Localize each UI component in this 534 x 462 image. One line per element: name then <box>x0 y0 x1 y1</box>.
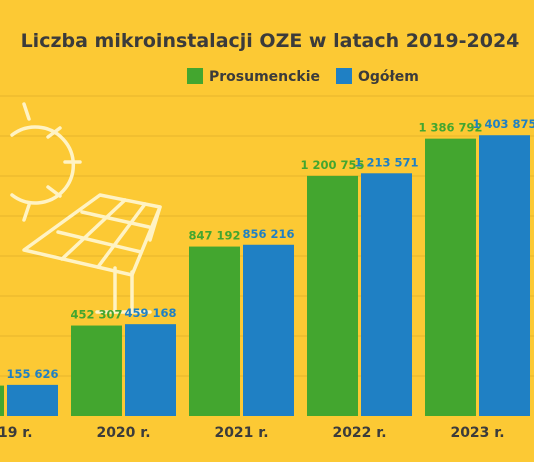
legend-swatch-prosumenckie <box>187 68 203 84</box>
bar-prosumenckie-3 <box>307 175 358 416</box>
bar-prosumenckie-1 <box>71 325 122 416</box>
x-tick-label-0: 2019 r. <box>0 425 33 441</box>
bars <box>0 135 530 416</box>
x-tick-label-2: 2021 r. <box>214 425 268 441</box>
legend-swatch-ogolem <box>336 68 352 84</box>
x-tick-label-3: 2022 r. <box>332 425 386 441</box>
x-axis-ticks: 2019 r. 2020 r. 2021 r. 2022 r. 2023 r. <box>0 425 505 441</box>
bar-prosumenckie-4 <box>425 138 476 416</box>
legend: Prosumenckie Ogółem <box>187 68 419 85</box>
data-label-prosumenckie-4: 1 386 792 <box>418 121 482 135</box>
bar-prosumenckie-0 <box>0 385 4 416</box>
data-label-ogolem-0: 155 626 <box>6 367 58 381</box>
sun-icon <box>10 102 82 222</box>
value-labels: 155 626 452 307 459 168 847 192 856 216 1 200… <box>6 117 534 381</box>
chart-title: Liczba mikroinstalacji OZE w latach 2019… <box>21 30 520 52</box>
bar-ogolem-0 <box>7 384 58 416</box>
data-label-prosumenckie-2: 847 192 <box>188 229 240 243</box>
bar-ogolem-2 <box>243 244 294 416</box>
bar-ogolem-4 <box>479 135 530 416</box>
x-tick-label-1: 2020 r. <box>96 425 150 441</box>
legend-label-prosumenckie: Prosumenckie <box>209 69 320 85</box>
bar-ogolem-3 <box>361 173 412 416</box>
bar-prosumenckie-2 <box>189 246 240 416</box>
bar-ogolem-1 <box>125 324 176 416</box>
data-label-prosumenckie-3: 1 200 755 <box>300 158 364 172</box>
data-label-ogolem-2: 856 216 <box>242 227 294 241</box>
x-tick-label-4: 2023 r. <box>450 425 504 441</box>
data-label-ogolem-3: 1 213 571 <box>354 155 418 169</box>
data-label-prosumenckie-1: 452 307 <box>70 308 122 322</box>
data-label-ogolem-1: 459 168 <box>124 306 176 320</box>
solar-panel-icon <box>22 193 162 314</box>
data-label-ogolem-4: 1 403 875 <box>472 117 534 131</box>
legend-label-ogolem: Ogółem <box>358 69 419 85</box>
